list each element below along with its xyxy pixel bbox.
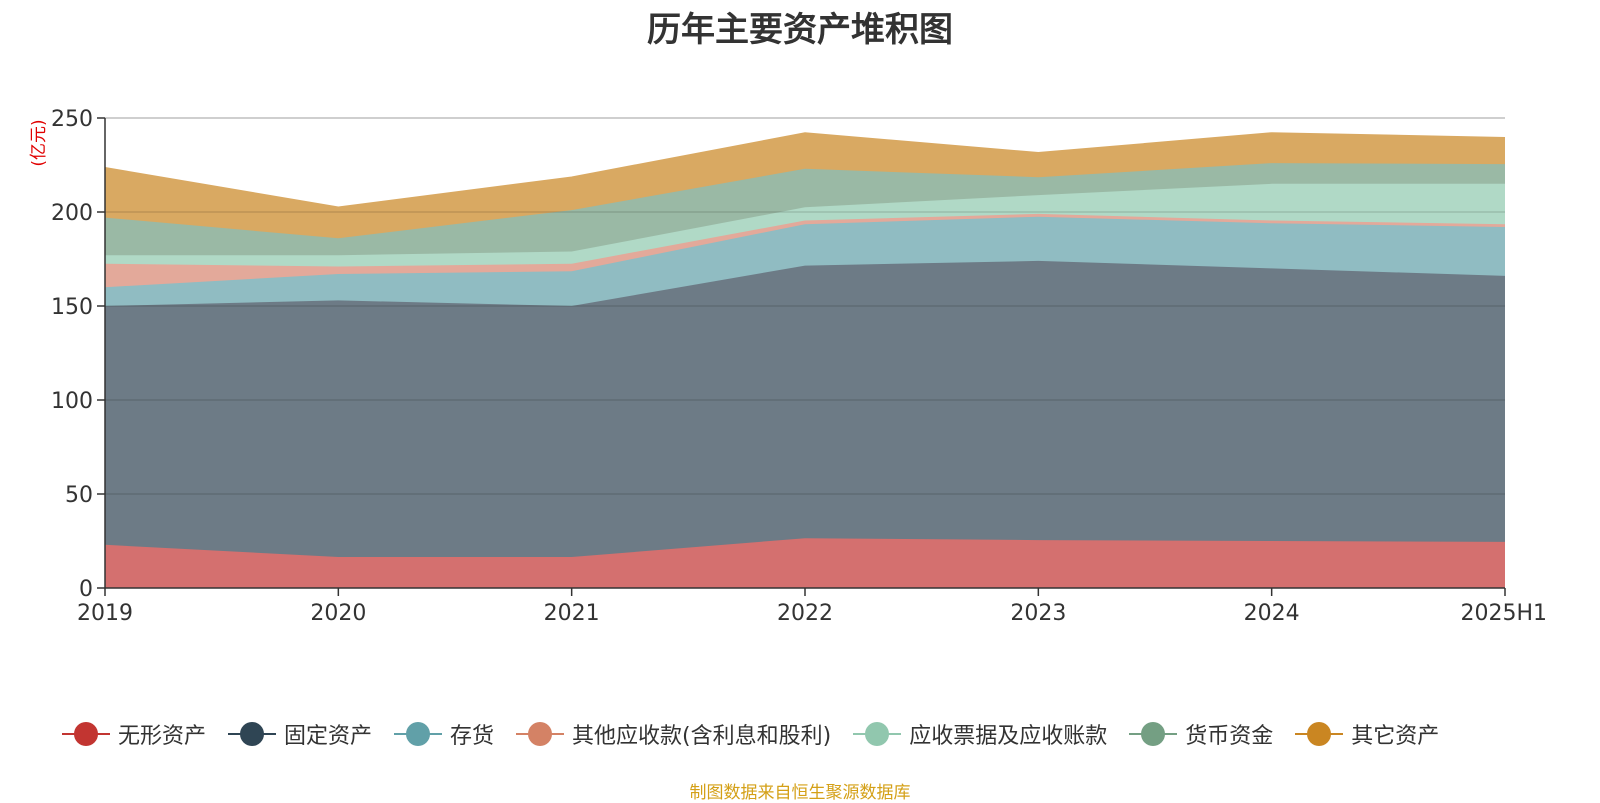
- chart-title: 历年主要资产堆积图: [647, 10, 953, 50]
- legend-marker-icon: [516, 722, 565, 746]
- y-unit-label: (亿元): [29, 119, 49, 166]
- area-top-line-6: [104, 132, 1506, 209]
- y-tick-label: 200: [51, 201, 93, 226]
- legend-label: 货币资金: [1185, 724, 1274, 749]
- x-tick-label: 2021: [544, 601, 600, 626]
- legend-item-6[interactable]: 其它资产: [1295, 718, 1439, 750]
- legend: 无形资产 固定资产 存货 其他应收款(含利息和股利) 应收票据及应收账款 货币资金 其它资产: [62, 716, 1439, 752]
- y-tick-label: 250: [51, 107, 93, 132]
- y-tick-label: 0: [79, 577, 93, 602]
- x-tick-label: 2019: [77, 601, 133, 626]
- legend-label: 其他应收款(含利息和股利): [572, 724, 832, 749]
- legend-item-2[interactable]: 存货: [394, 718, 494, 750]
- x-tick-label: 2023: [1010, 601, 1066, 626]
- areas-layer: [104, 132, 1506, 588]
- legend-item-0[interactable]: 无形资产: [62, 718, 206, 750]
- source-note: 制图数据来自恒生聚源数据库: [689, 783, 911, 803]
- axes-layer: 0 50 100 150 200 250 2019 2020 2021 2022 2023 2024 2…: [51, 107, 1547, 626]
- area-series-0: [105, 538, 1505, 588]
- legend-label: 其它资产: [1351, 724, 1440, 749]
- legend-label: 应收票据及应收账款: [909, 724, 1108, 749]
- legend-item-3[interactable]: 其他应收款(含利息和股利): [516, 718, 831, 750]
- area-series-1: [105, 260, 1505, 557]
- area-series-4: [105, 183, 1505, 267]
- legend-label: 存货: [450, 724, 495, 749]
- legend-marker-icon: [62, 722, 110, 746]
- x-tick-label: 2020: [310, 601, 366, 626]
- x-tick-label: 2025H1: [1460, 601, 1547, 626]
- legend-label: 固定资产: [284, 724, 373, 749]
- x-tick-label: 2022: [777, 601, 833, 626]
- y-tick-label: 50: [65, 483, 93, 508]
- legend-label: 无形资产: [118, 724, 207, 749]
- y-tick-label: 150: [51, 295, 93, 320]
- legend-item-5[interactable]: 货币资金: [1129, 718, 1273, 750]
- area-series-6: [105, 133, 1505, 239]
- area-series-3: [105, 213, 1505, 288]
- legend-item-1[interactable]: 固定资产: [228, 718, 372, 750]
- legend-marker-icon: [228, 722, 277, 746]
- grid-layer: [105, 117, 1505, 495]
- legend-marker-icon: [1129, 722, 1178, 746]
- area-series-5: [105, 163, 1505, 256]
- legend-marker-icon: [394, 722, 443, 746]
- area-series-2: [105, 216, 1505, 306]
- legend-item-4[interactable]: 应收票据及应收账款: [853, 718, 1107, 750]
- legend-marker-icon: [853, 722, 902, 746]
- legend-marker-icon: [1295, 722, 1344, 746]
- y-tick-label: 100: [51, 389, 93, 414]
- x-tick-label: 2024: [1244, 601, 1300, 626]
